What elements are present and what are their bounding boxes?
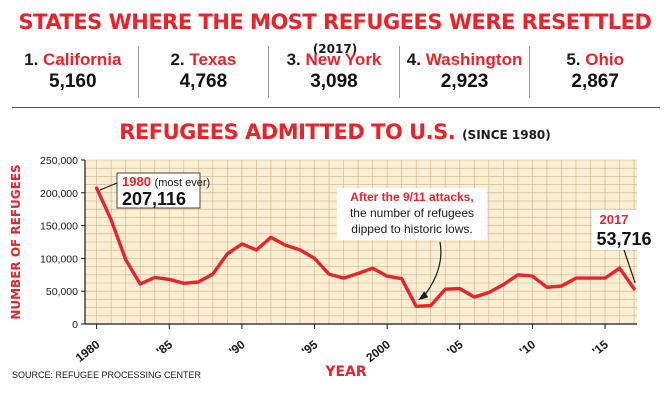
annotation-911-line: After the 9/11 attacks, <box>350 190 473 204</box>
section-divider <box>12 107 660 108</box>
y-tick-label: 0 <box>72 319 78 331</box>
x-tick-label: 1980 <box>73 337 103 365</box>
x-tick-label: '90 <box>226 337 248 358</box>
state-name: Ohio <box>585 50 624 69</box>
x-axis-label: YEAR <box>324 364 367 380</box>
annotation-911-line: dipped to historic lows. <box>351 222 472 236</box>
state-item: 3. New York 3,098 <box>269 46 400 98</box>
x-tick-label: '10 <box>517 337 539 358</box>
state-name: California <box>43 50 121 69</box>
annotation-1980-value: 207,116 <box>122 189 186 209</box>
state-label: 2. Texas <box>139 50 269 70</box>
state-label: 3. New York <box>269 50 399 70</box>
source-note: SOURCE: REFUGEE PROCESSING CENTER <box>12 370 201 380</box>
page-title-text: STATES WHERE THE MOST REFUGEES WERE RESE… <box>19 10 652 34</box>
state-label: 4. Washington <box>400 50 530 70</box>
refugees-line-chart: 0 50,000 100,000 150,000 200,000 250,000 1980 '… <box>0 150 670 400</box>
y-tick-label: 100,000 <box>40 253 78 265</box>
state-item: 4. Washington 2,923 <box>400 46 531 98</box>
top-states-row: 1. California 5,160 2. Texas 4,768 3. Ne… <box>8 46 660 98</box>
state-rank: 4. <box>407 50 421 69</box>
chart-title: REFUGEES ADMITTED TO U.S. (SINCE 1980) <box>0 120 670 144</box>
state-value: 4,768 <box>139 70 269 94</box>
state-value: 5,160 <box>8 70 138 94</box>
state-rank: 5. <box>566 50 580 69</box>
y-tick-label: 200,000 <box>40 188 78 200</box>
state-name: New York <box>305 50 381 69</box>
state-value: 2,923 <box>400 70 530 94</box>
state-item: 5. Ohio 2,867 <box>530 46 660 98</box>
y-tick-label: 150,000 <box>40 221 78 233</box>
state-rank: 2. <box>170 50 184 69</box>
y-tick-label: 50,000 <box>46 286 78 298</box>
y-tick-label: 250,000 <box>40 155 78 167</box>
x-tick-label: '05 <box>444 337 466 358</box>
state-item: 2. Texas 4,768 <box>139 46 270 98</box>
annotation-2017-value: 53,716 <box>596 229 651 249</box>
state-value: 2,867 <box>530 70 660 94</box>
chart-title-note: (SINCE 1980) <box>462 128 551 142</box>
x-tick-label: 2000 <box>363 337 393 365</box>
state-name: Texas <box>189 50 236 69</box>
y-axis-label: NUMBER OF REFUGEES <box>9 164 23 319</box>
state-rank: 1. <box>24 50 38 69</box>
annotation-1980-label: 1980 (most ever) <box>122 174 210 189</box>
state-rank: 3. <box>287 50 301 69</box>
x-tick-label: '85 <box>154 337 176 358</box>
annotation-911-line: the number of refugees <box>350 206 474 220</box>
x-tick-label: '95 <box>299 337 321 358</box>
state-label: 5. Ohio <box>530 50 660 70</box>
state-name: Washington <box>426 50 523 69</box>
state-label: 1. California <box>8 50 138 70</box>
chart-title-text: REFUGEES ADMITTED TO U.S. <box>119 120 455 144</box>
x-tick-label: '15 <box>590 337 612 358</box>
state-item: 1. California 5,160 <box>8 46 139 98</box>
state-value: 3,098 <box>269 70 399 94</box>
annotation-2017-label: 2017 <box>600 212 629 227</box>
